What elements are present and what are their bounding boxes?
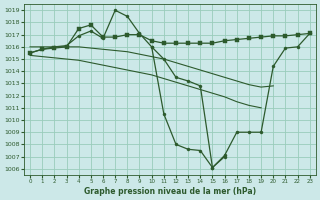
X-axis label: Graphe pression niveau de la mer (hPa): Graphe pression niveau de la mer (hPa) bbox=[84, 187, 256, 196]
